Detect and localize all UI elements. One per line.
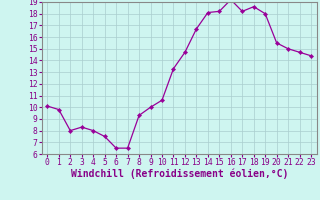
X-axis label: Windchill (Refroidissement éolien,°C): Windchill (Refroidissement éolien,°C) bbox=[70, 169, 288, 179]
